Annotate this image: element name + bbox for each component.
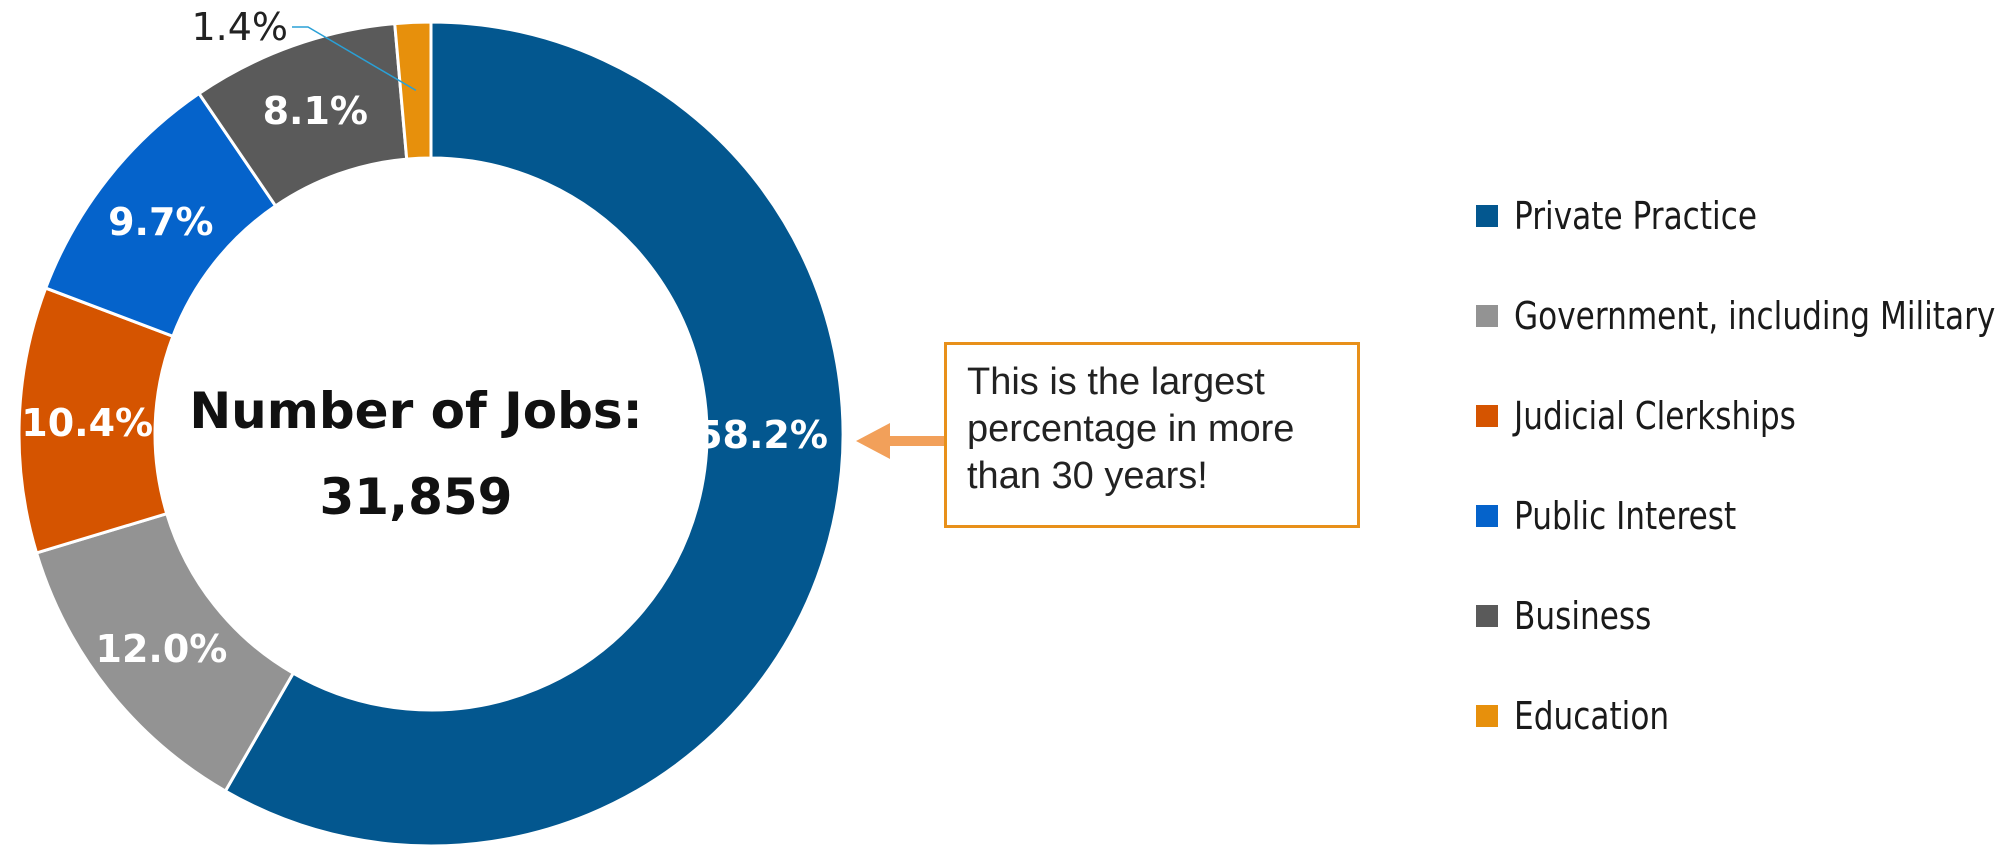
slice-education — [393, 20, 433, 161]
legend-item: Private Practice — [1476, 166, 2008, 266]
slice-label-judicial-clerkships: 10.4% — [21, 401, 153, 445]
legend-item: Business — [1476, 566, 2008, 666]
slice-private-practice — [223, 20, 845, 848]
arrow-head — [856, 423, 890, 459]
slice-label-government-including-military: 12.0% — [96, 627, 228, 671]
legend-item: Government, including Military — [1476, 266, 2008, 366]
center-value: 31,859 — [320, 468, 513, 526]
annotation-line: percentage in more — [967, 408, 1295, 450]
legend-label: Private Practice — [1514, 194, 1758, 238]
slice-labels: 58.2% 12.0% 10.4% 9.7% 8.1% 1.4% — [21, 5, 828, 671]
legend-label: Public Interest — [1514, 494, 1737, 538]
center-label: Number of Jobs: — [189, 382, 642, 440]
legend: Private Practice Government, including M… — [1476, 166, 2008, 766]
legend-label: Business — [1514, 594, 1652, 638]
donut-slices — [17, 20, 845, 848]
legend-label: Government, including Military — [1514, 294, 1996, 338]
legend-swatch — [1476, 205, 1498, 227]
callout-arrow — [856, 423, 944, 459]
legend-label: Education — [1514, 694, 1670, 738]
legend-swatch — [1476, 705, 1498, 727]
legend-item: Public Interest — [1476, 466, 2008, 566]
slice-label-private-practice: 58.2% — [696, 413, 828, 457]
annotation-line: This is the largest — [967, 361, 1265, 403]
slice-label-public-interest: 9.7% — [108, 200, 213, 244]
legend-item: Judicial Clerkships — [1476, 366, 2008, 466]
annotation-line: than 30 years! — [967, 455, 1208, 497]
slice-label-business: 8.1% — [263, 89, 368, 133]
arrow-shaft — [886, 436, 944, 446]
legend-item: Education — [1476, 666, 2008, 766]
slice-label-education: 1.4% — [191, 5, 288, 49]
legend-swatch — [1476, 505, 1498, 527]
legend-swatch — [1476, 605, 1498, 627]
leader-line — [292, 26, 417, 91]
legend-label: Judicial Clerkships — [1514, 394, 1796, 438]
legend-swatch — [1476, 405, 1498, 427]
legend-swatch — [1476, 305, 1498, 327]
annotation-callout: This is the largest percentage in more t… — [944, 342, 1360, 528]
